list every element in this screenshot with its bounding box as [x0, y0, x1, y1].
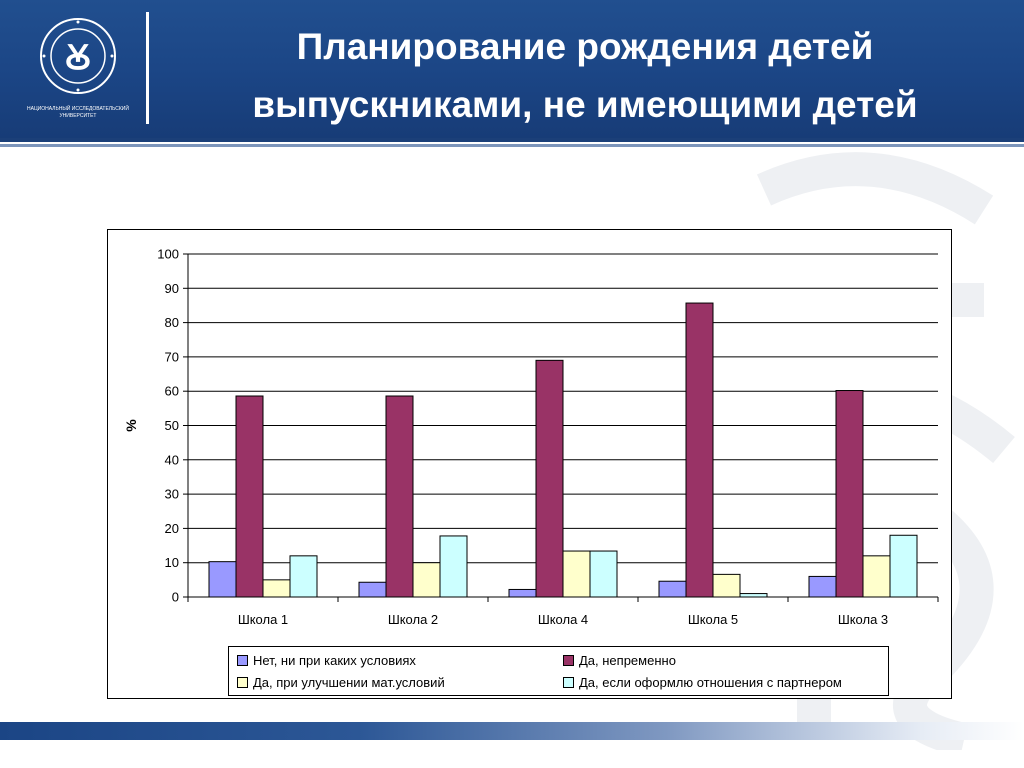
bar-3 [412, 562, 441, 598]
y-tick-label: 0 [172, 590, 179, 605]
bar-1 [508, 588, 537, 598]
bar-2 [385, 395, 414, 598]
chart-frame: 0 10 20 30 40 50 60 70 80 90 100% Школа 1 Школа 2 Шко… [107, 229, 952, 699]
title-line-1: Планирование рождения детей [296, 26, 874, 67]
logo-caption-2: УНИВЕРСИТЕТ [60, 113, 97, 119]
bar-chart: 0 10 20 30 40 50 60 70 80 90 100% Школа 1 Школа 2 Шко… [123, 247, 939, 627]
y-tick-label: 50 [165, 418, 179, 433]
y-tick-label: 40 [165, 452, 179, 467]
bar-3 [562, 550, 591, 598]
y-tick-label: 60 [165, 384, 179, 399]
y-tick-label: 80 [165, 315, 179, 330]
bar-3 [862, 555, 891, 598]
logo-separator [146, 12, 149, 124]
y-tick-label: 30 [165, 487, 179, 502]
legend-label: Да, непременно [579, 653, 676, 668]
legend-label: Да, при улучшении мат.условий [253, 675, 445, 690]
footer-bar [0, 722, 1024, 740]
chart-legend: Нет, ни при каких условиях Да, непременно… [228, 646, 889, 696]
y-tick-label: 10 [165, 555, 179, 570]
bar-1 [208, 561, 237, 598]
legend-item: Да, при улучшении мат.условий [237, 673, 445, 693]
header-bar: Ꙋ НАЦИОНАЛЬНЫЙ ИССЛЕДОВАТЕЛЬСКИЙ УНИВЕРС… [0, 0, 1024, 138]
bar-1 [358, 581, 387, 598]
legend-swatch [237, 677, 248, 688]
bar-3 [262, 579, 291, 598]
y-axis-label: % [123, 419, 139, 432]
legend-item: Да, если оформлю отношения с партнером [563, 673, 842, 693]
hse-logo: Ꙋ НАЦИОНАЛЬНЫЙ ИССЛЕДОВАТЕЛЬСКИЙ УНИВЕРС… [26, 14, 130, 124]
bar-2 [535, 359, 564, 598]
title-line-2: выпускниками, не имеющими детей [252, 84, 918, 125]
bar-4 [589, 550, 618, 598]
x-tick-label: Школа 1 [238, 612, 288, 627]
x-tick-label: Школа 5 [688, 612, 738, 627]
header-divider-light [0, 144, 1024, 147]
legend-label: Нет, ни при каких условиях [253, 653, 416, 668]
header-divider [0, 138, 1024, 142]
bar-4 [739, 593, 768, 598]
bar-4 [889, 534, 918, 598]
legend-swatch [237, 655, 248, 666]
y-tick-label: 70 [165, 349, 179, 364]
legend-swatch [563, 677, 574, 688]
y-tick-label: 20 [165, 521, 179, 536]
bar-2 [235, 395, 264, 598]
page-title: Планирование рождения детей выпускниками… [175, 18, 995, 134]
legend-swatch [563, 655, 574, 666]
legend-item: Да, непременно [563, 651, 676, 671]
x-tick-label: Школа 4 [538, 612, 588, 627]
bar-3 [712, 573, 741, 598]
y-tick-label: 100 [157, 247, 179, 262]
x-tick-label: Школа 2 [388, 612, 438, 627]
x-tick-label: Школа 3 [838, 612, 888, 627]
y-tick-label: 90 [165, 281, 179, 296]
logo-caption-1: НАЦИОНАЛЬНЫЙ ИССЛЕДОВАТЕЛЬСКИЙ [27, 104, 129, 112]
legend-item: Нет, ни при каких условиях [237, 651, 416, 671]
bar-1 [808, 575, 837, 598]
legend-label: Да, если оформлю отношения с партнером [579, 675, 842, 690]
bar-2 [685, 302, 714, 598]
bar-1 [658, 580, 687, 598]
bar-2 [835, 390, 864, 598]
bar-4 [439, 535, 468, 598]
bar-4 [289, 555, 318, 598]
svg-text:Ꙋ: Ꙋ [65, 40, 91, 77]
